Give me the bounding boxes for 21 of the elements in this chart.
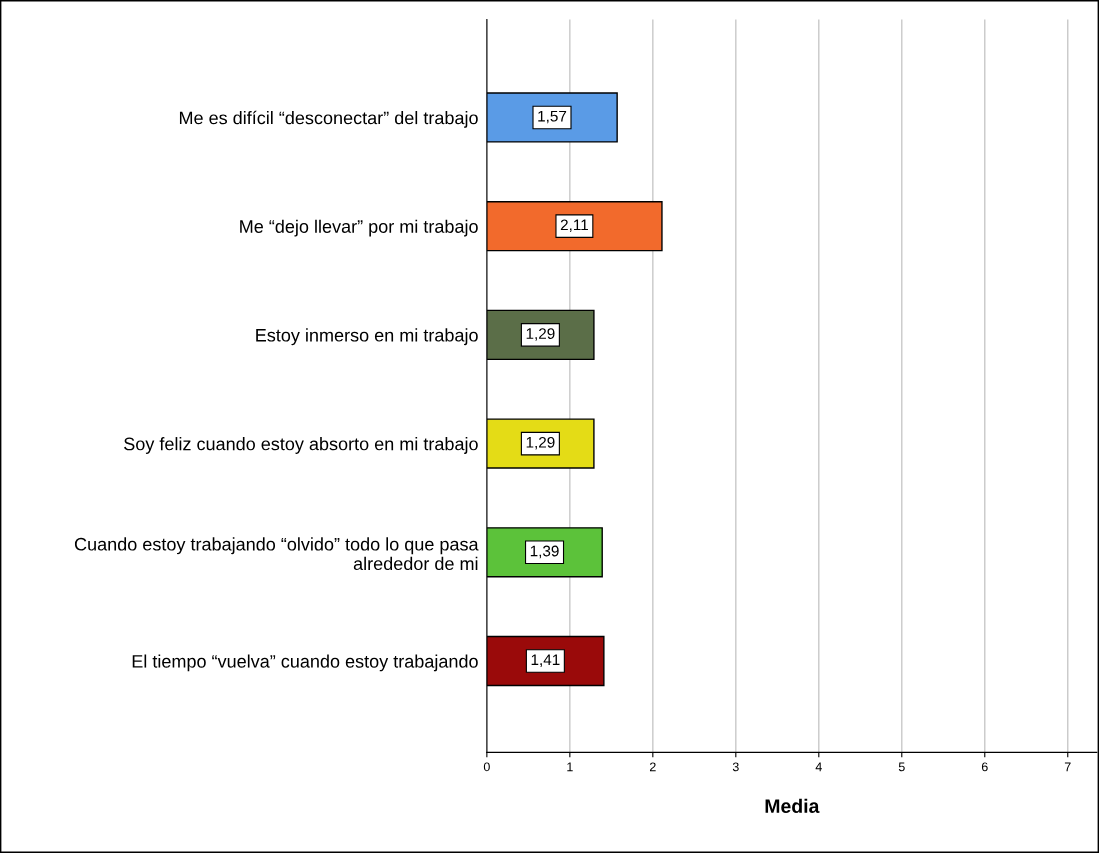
- data-label: 1,29: [526, 436, 555, 450]
- data-label: 1,29: [526, 328, 555, 341]
- x-tick-label: 3: [732, 762, 739, 772]
- x-tick-label: 5: [898, 762, 905, 772]
- y-tick-label: Me es difícil “desconectar” del trabajo: [179, 110, 478, 128]
- x-tick-label: 4: [815, 762, 822, 772]
- y-tick-label: Me “dejo llevar” por mi trabajo: [240, 219, 478, 237]
- y-tick-label: Soy feliz cuando estoy absorto en mi trabajo: [124, 437, 478, 454]
- x-tick-label: 2: [649, 762, 656, 772]
- y-tick-label: Cuando estoy trabajando “olvido” todo lo que pasa alrededor de mi: [74, 537, 479, 571]
- y-tick-label: El tiempo “vuelva” cuando estoy trabajando: [132, 654, 478, 672]
- data-label: 2,11: [560, 219, 588, 233]
- data-label: 1,39: [530, 545, 559, 559]
- data-label: 1,57: [538, 110, 567, 124]
- x-tick-label: 0: [483, 762, 490, 772]
- x-tick-label: 6: [981, 762, 988, 772]
- x-tick-label: 7: [1064, 762, 1071, 772]
- y-tick-label: Estoy inmerso en mi trabajo: [256, 328, 478, 346]
- x-axis-title: Media: [765, 798, 820, 813]
- data-label: 1,41: [531, 654, 560, 667]
- x-tick-label: 1: [567, 762, 573, 772]
